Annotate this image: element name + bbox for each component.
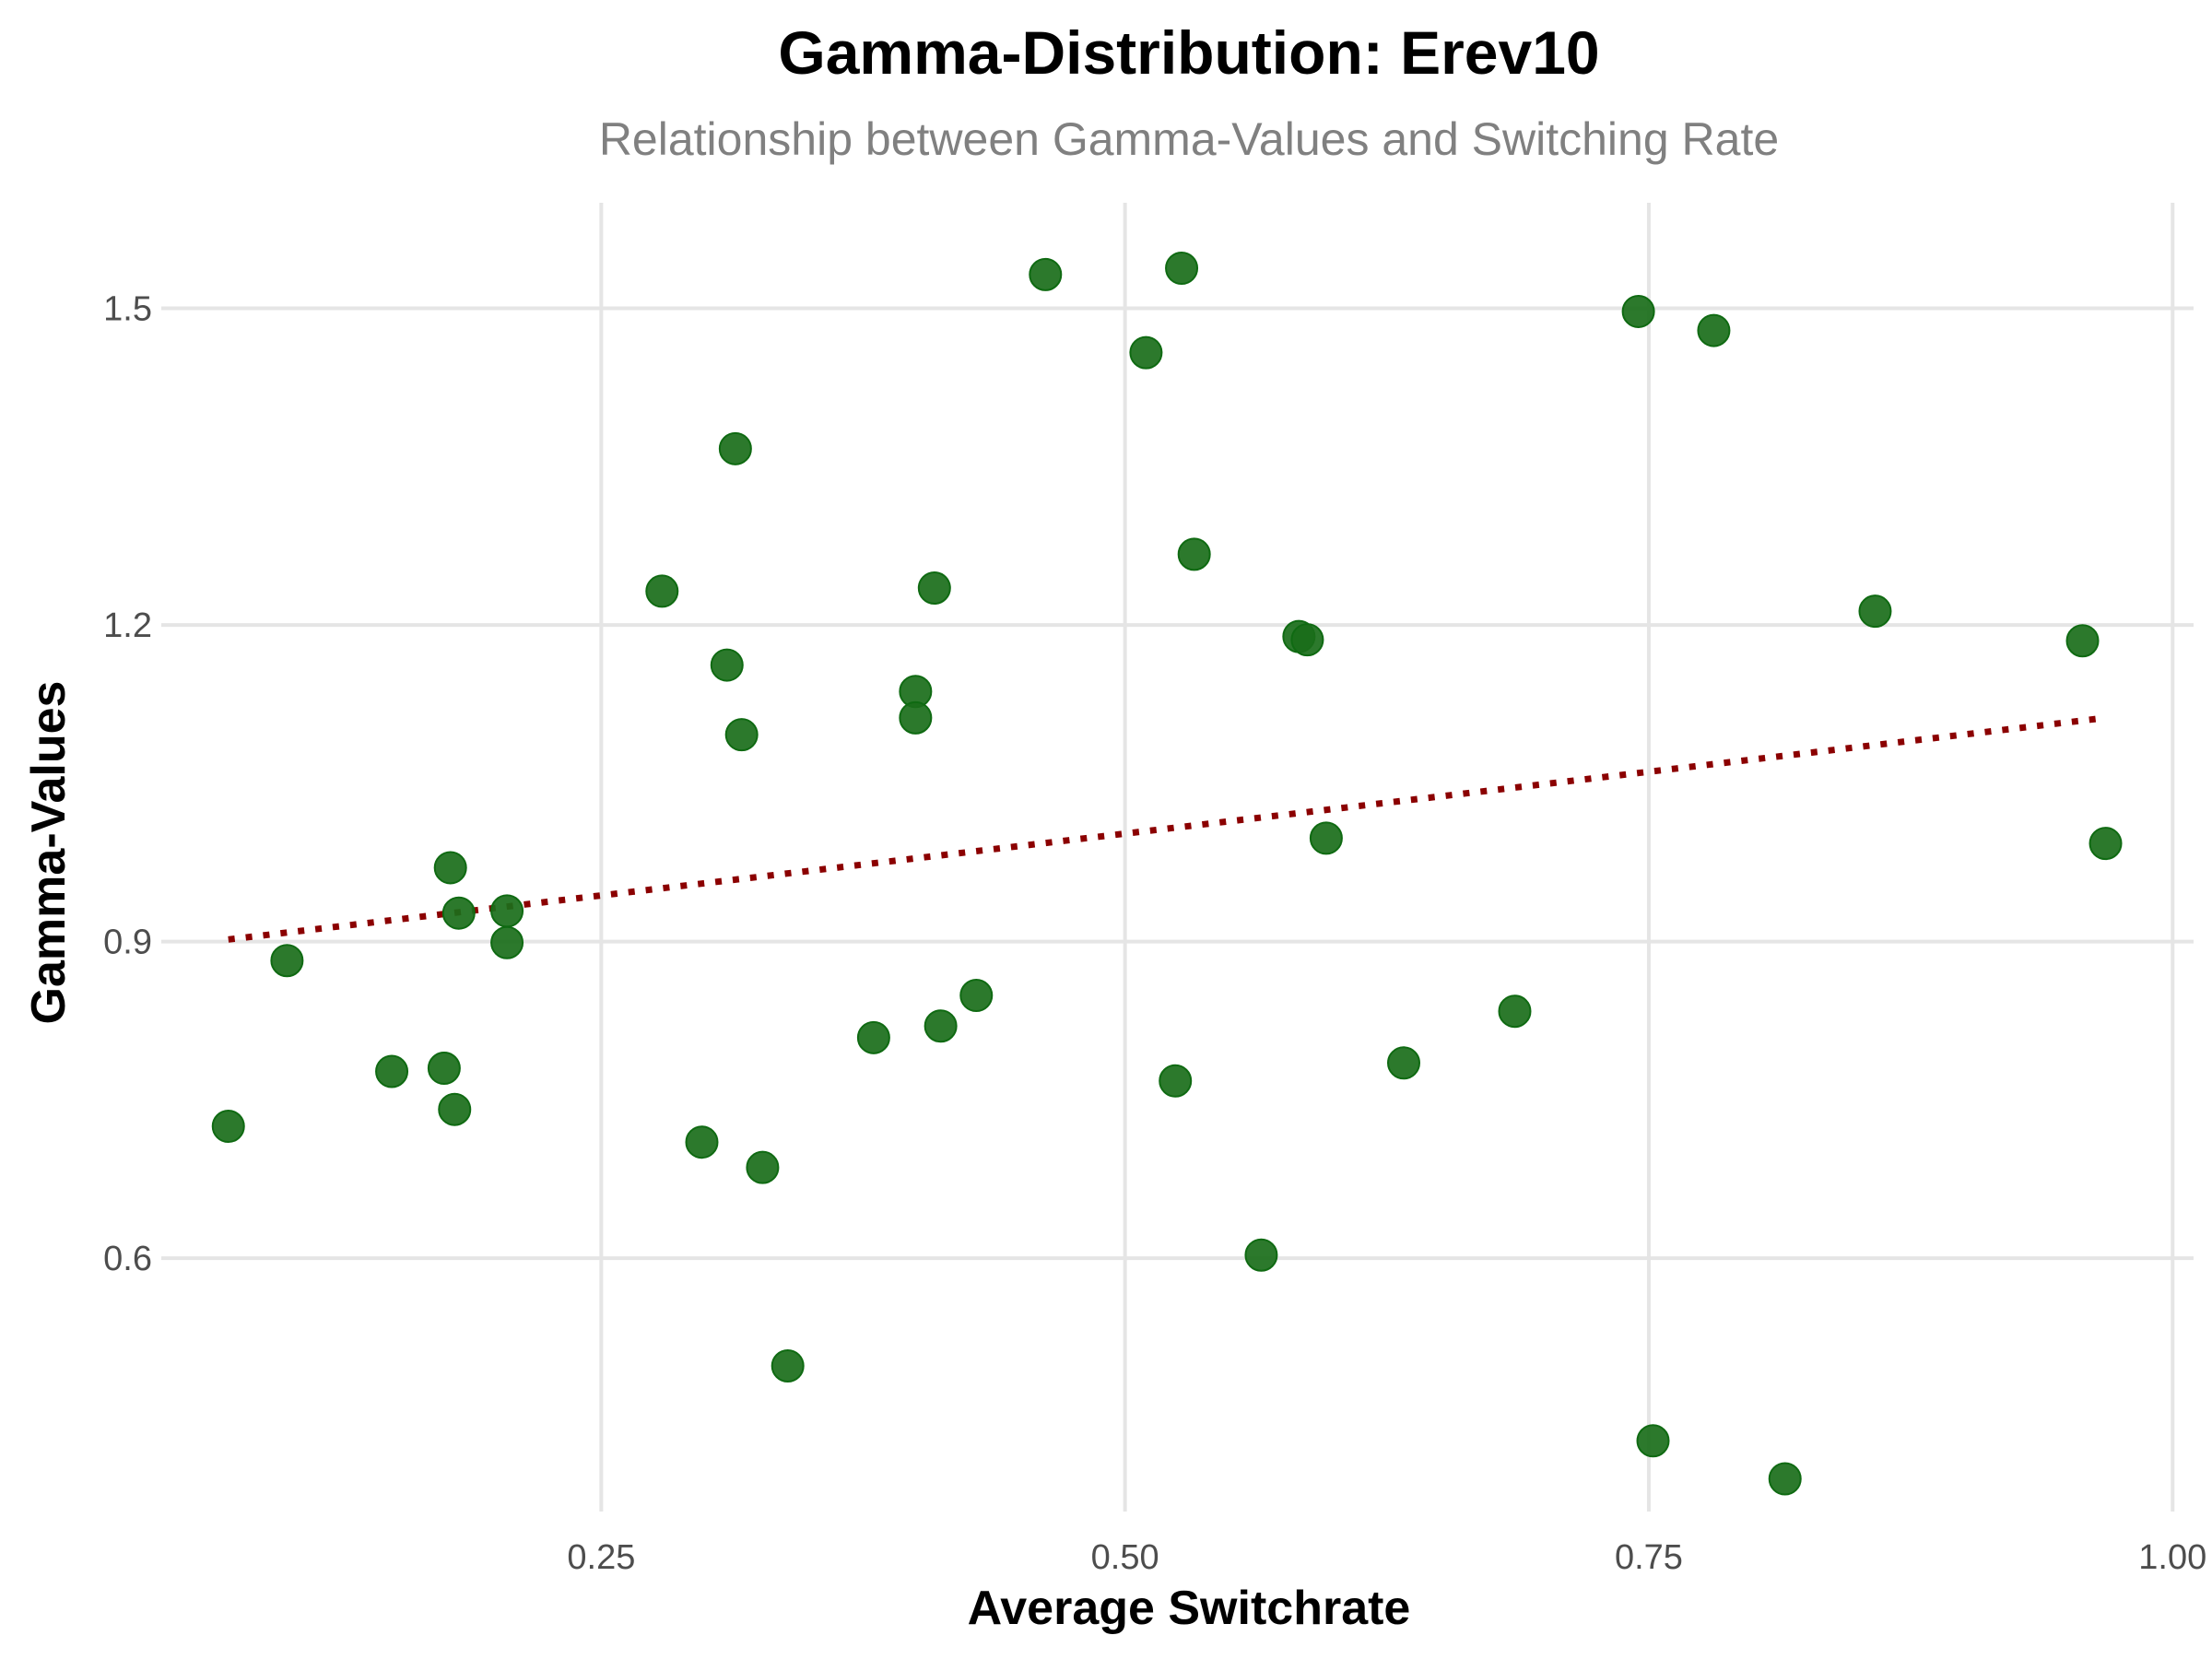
data-point	[724, 718, 759, 752]
data-point	[1621, 294, 1655, 328]
x-axis-title: Average Switchrate	[968, 1582, 1411, 1635]
data-point	[1290, 623, 1324, 657]
data-point	[490, 894, 524, 928]
data-points	[211, 252, 2123, 1496]
data-point	[1387, 1046, 1421, 1080]
data-point	[2088, 827, 2123, 861]
data-point	[211, 1110, 245, 1144]
data-point	[433, 851, 467, 885]
chart-subtitle: Relationship between Gamma-Values and Sw…	[599, 113, 1779, 165]
data-point	[710, 648, 744, 682]
y-tick-label: 1.2	[103, 606, 152, 645]
data-point	[1177, 537, 1211, 571]
data-point	[375, 1054, 409, 1088]
data-point	[1768, 1462, 1802, 1496]
data-point	[1129, 335, 1163, 370]
data-point	[645, 574, 679, 608]
data-point	[427, 1052, 461, 1086]
data-point	[270, 944, 304, 978]
data-point	[1498, 994, 1532, 1029]
y-tick-label: 0.6	[103, 1240, 152, 1278]
y-axis-title: Gamma-Values	[22, 681, 76, 1025]
data-point	[1636, 1424, 1670, 1458]
data-point	[856, 1020, 890, 1054]
data-point	[1244, 1238, 1278, 1272]
x-tick-label: 1.00	[2138, 1538, 2206, 1577]
data-point	[441, 896, 476, 930]
y-tick-label: 0.9	[103, 924, 152, 962]
data-point	[771, 1348, 805, 1382]
data-point	[1858, 594, 1892, 629]
grid-lines	[161, 203, 2194, 1512]
data-point	[924, 1009, 958, 1043]
data-point	[1309, 821, 1343, 855]
data-point	[1159, 1064, 1193, 1098]
data-point	[1697, 313, 1731, 347]
x-tick-label: 0.75	[1615, 1538, 1683, 1577]
data-point	[1029, 257, 1063, 291]
data-point	[746, 1150, 780, 1184]
tick-labels: 0.25 0.50 0.75 1.00 0.6 0.9 1.2 1.5	[103, 290, 2206, 1577]
data-point	[917, 571, 951, 605]
x-tick-label: 0.50	[1091, 1538, 1159, 1577]
data-point	[438, 1092, 472, 1126]
data-point	[2065, 624, 2100, 658]
chart-title: Gamma-Distribution: Erev10	[778, 18, 1599, 87]
x-tick-label: 0.25	[567, 1538, 635, 1577]
data-point	[490, 925, 524, 959]
data-point	[718, 431, 752, 465]
data-point	[899, 700, 933, 735]
data-point	[959, 979, 994, 1013]
y-tick-label: 1.5	[103, 290, 152, 329]
data-point	[1165, 252, 1199, 285]
data-point	[685, 1125, 719, 1159]
